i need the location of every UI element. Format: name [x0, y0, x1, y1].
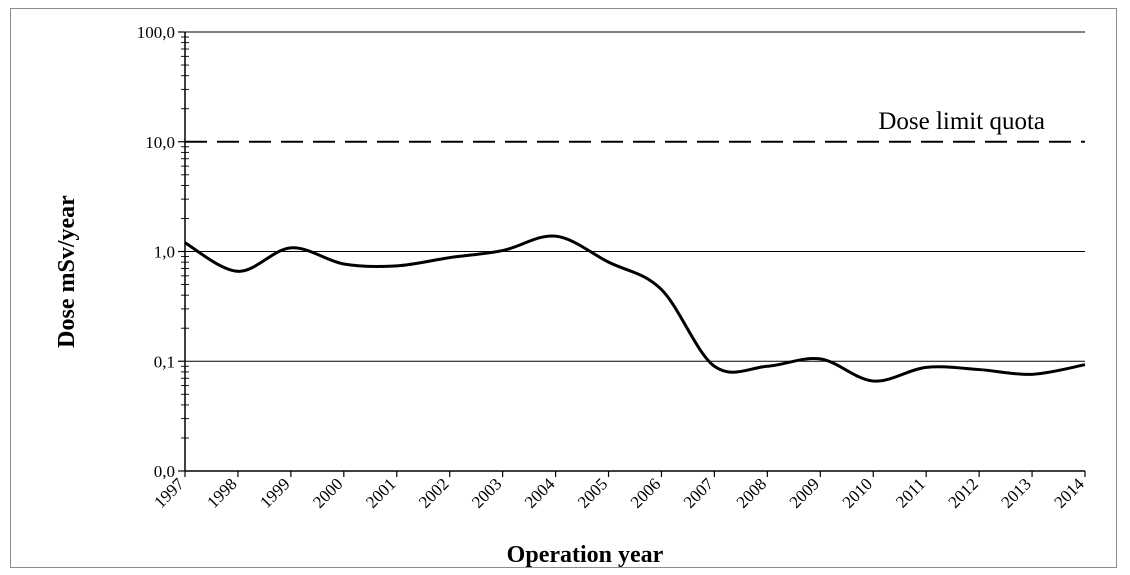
x-tick-label: 2012 — [944, 474, 981, 511]
x-tick-label: 2010 — [839, 474, 876, 511]
x-tick-label: 2001 — [362, 474, 399, 511]
y-tick-label: 0,1 — [154, 352, 175, 371]
x-tick-label: 2009 — [786, 474, 823, 511]
y-tick-label: 0,0 — [154, 462, 175, 481]
series-line — [184, 234, 1086, 383]
grid-lines — [185, 31, 1085, 362]
series-line-group — [184, 234, 1086, 383]
x-tick-label: 1999 — [256, 474, 293, 511]
x-tick-label: 2007 — [680, 474, 718, 512]
x-tick-label: 2002 — [415, 474, 452, 511]
y-tick-label: 1,0 — [154, 243, 175, 262]
x-axis-title: Operation year — [507, 542, 664, 568]
x-tick-label: 2006 — [627, 474, 664, 511]
reference-line-label: Dose limit quota — [878, 108, 1045, 135]
x-tick-label: 2005 — [574, 474, 611, 511]
x-tick-label: 2000 — [309, 474, 346, 511]
x-tick-label: 2014 — [1050, 474, 1088, 512]
x-tick-label: 2004 — [521, 474, 559, 512]
x-tick-label: 2011 — [892, 474, 929, 511]
axes — [178, 31, 1086, 477]
x-tick-label: 2013 — [997, 474, 1034, 511]
x-tick-label: 1998 — [203, 474, 240, 511]
y-axis-title: Dose mSv/year — [54, 195, 80, 348]
x-tick-label: 2003 — [468, 474, 505, 511]
y-tick-label: 10,0 — [145, 133, 175, 152]
y-tick-label: 100,0 — [137, 23, 175, 42]
x-tick-label: 2008 — [733, 474, 770, 511]
chart-frame — [10, 8, 1117, 568]
